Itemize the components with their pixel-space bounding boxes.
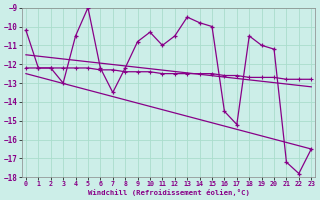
X-axis label: Windchill (Refroidissement éolien,°C): Windchill (Refroidissement éolien,°C) (88, 189, 250, 196)
